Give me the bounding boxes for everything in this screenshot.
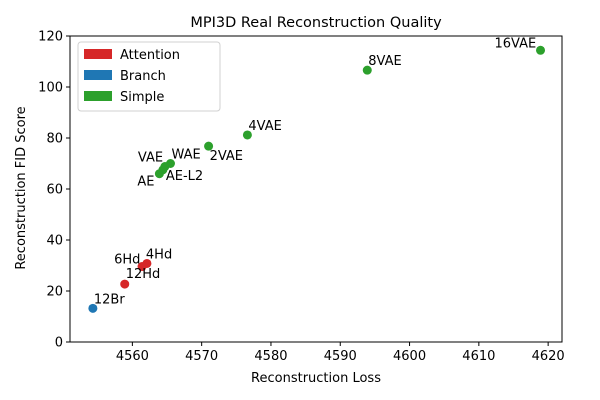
point-2vae [204, 141, 214, 151]
x-tick-label: 4580 [254, 349, 287, 364]
legend-swatch-attention [84, 49, 112, 59]
x-tick-label: 4570 [185, 349, 218, 364]
point-label-4vae: 4VAE [248, 119, 281, 134]
point-label-vae: VAE [138, 151, 163, 166]
y-tick-label: 100 [38, 81, 63, 96]
point-label-12br: 12Br [94, 292, 125, 307]
y-tick-label: 0 [55, 336, 63, 351]
y-tick-label: 60 [46, 183, 63, 198]
point-8vae [362, 65, 372, 75]
x-tick-label: 4610 [462, 349, 495, 364]
point-4hd [142, 258, 152, 268]
legend: Attention Branch Simple [77, 41, 221, 112]
y-tick-label: 120 [38, 30, 63, 45]
y-tick-label: 40 [46, 234, 63, 249]
legend-swatch-branch [84, 70, 112, 80]
plot-area: 4560 4570 4580 4590 4600 4610 4620 0 20 40 60 80 100… [38, 30, 565, 365]
point-label-8vae: 8VAE [368, 54, 401, 69]
legend-label-attention: Attention [120, 48, 180, 63]
point-label-wae: WAE [171, 148, 200, 163]
x-tick-label: 4590 [324, 349, 357, 364]
point-4vae [242, 130, 252, 140]
point-12hd [120, 279, 130, 289]
y-tick-label: 80 [46, 132, 63, 147]
legend-box [77, 41, 221, 112]
chart-title: MPI3D Real Reconstruction Quality [190, 15, 442, 31]
x-tick-label: 4600 [393, 349, 426, 364]
point-label-ae: AE [137, 175, 154, 190]
point-label-6hd: 6Hd [114, 253, 140, 268]
point-label-2vae: 2VAE [210, 149, 243, 164]
legend-label-branch: Branch [120, 69, 166, 84]
point-wae [165, 159, 175, 168]
point-label-ae-l2: AE-L2 [166, 169, 203, 184]
point-12br [88, 303, 98, 313]
y-tick-label: 20 [46, 285, 63, 300]
x-tick-label: 4620 [532, 349, 565, 364]
data-points [88, 45, 546, 313]
x-tick-label: 4560 [116, 349, 149, 364]
point-label-12hd: 12Hd [126, 267, 161, 282]
legend-swatch-simple [84, 91, 112, 101]
point-label-4hd: 4Hd [146, 247, 172, 262]
y-axis-label: Reconstruction FID Score [14, 106, 29, 269]
point-16vae [536, 45, 546, 55]
point-label-16vae: 16VAE [495, 36, 537, 51]
legend-label-simple: Simple [120, 90, 164, 105]
x-axis-label: Reconstruction Loss [251, 371, 381, 386]
